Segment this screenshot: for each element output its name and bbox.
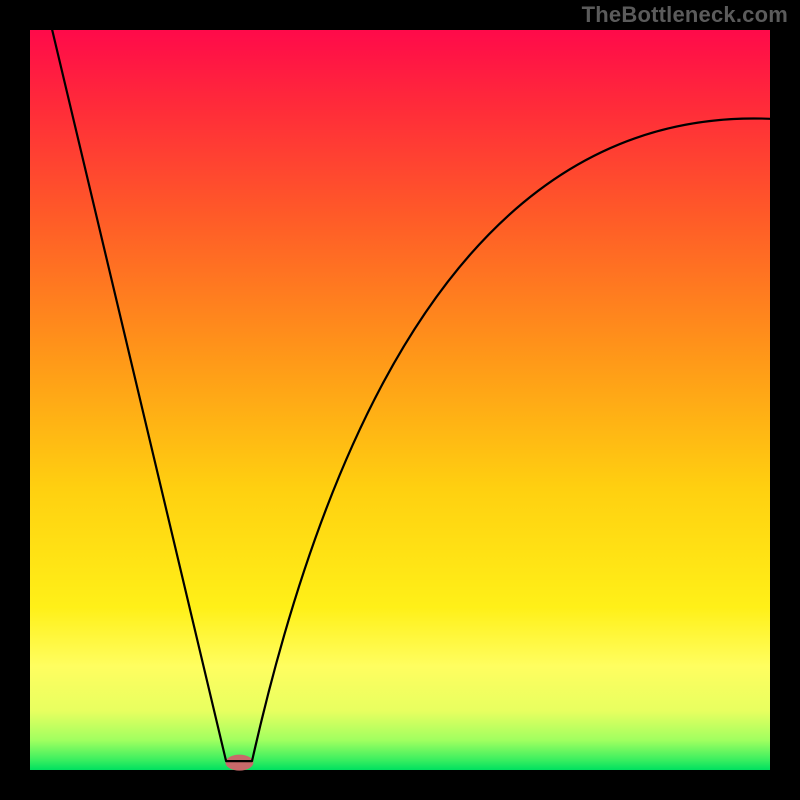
bottleneck-chart (0, 0, 800, 800)
chart-stage: TheBottleneck.com (0, 0, 800, 800)
watermark-text: TheBottleneck.com (582, 2, 788, 28)
optimum-marker (225, 755, 253, 771)
